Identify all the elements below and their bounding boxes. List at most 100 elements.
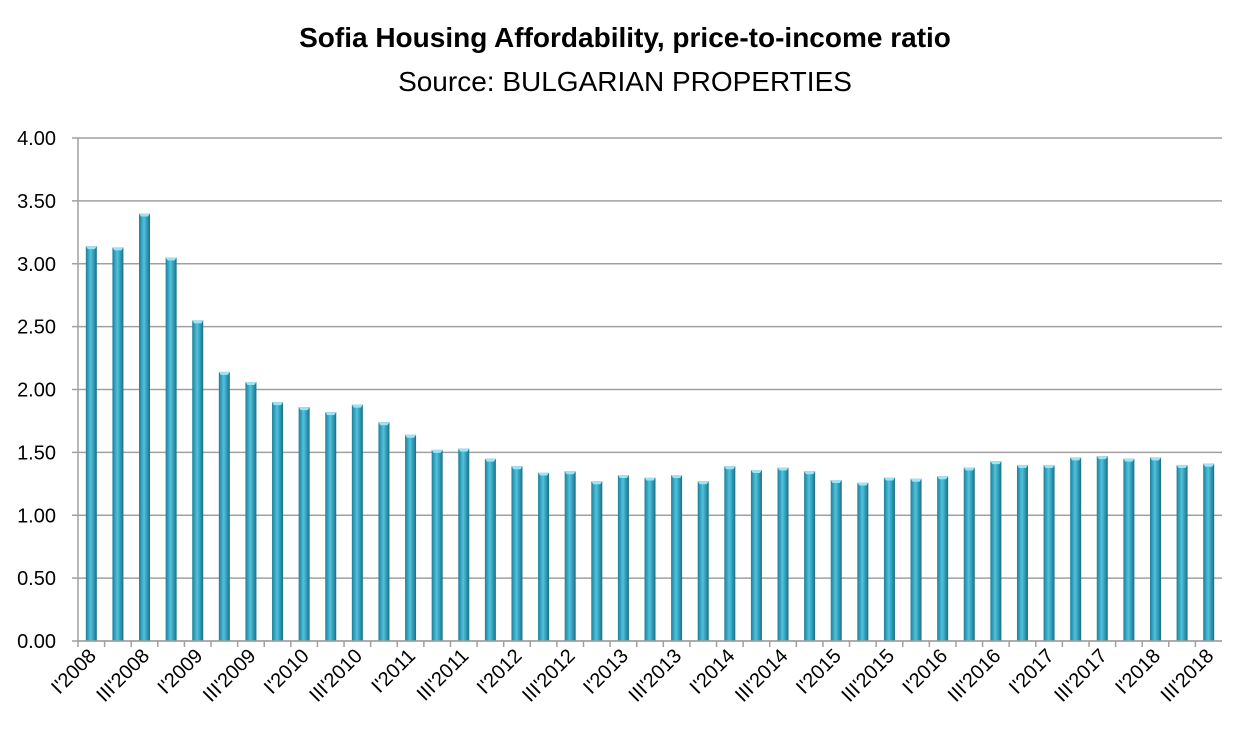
bar-top <box>617 475 629 479</box>
bar <box>192 320 204 641</box>
bar <box>378 422 390 641</box>
bar <box>591 481 603 641</box>
bar-top <box>990 461 1002 465</box>
bar <box>272 402 284 641</box>
bar-top <box>298 407 310 411</box>
bar-top <box>511 466 523 470</box>
bar-top <box>804 471 816 475</box>
bar <box>1070 457 1082 641</box>
bar-top <box>830 480 842 484</box>
bar <box>245 381 257 641</box>
bar <box>431 449 443 641</box>
bar <box>1149 457 1161 641</box>
x-tick-label: III'2013 <box>625 645 687 707</box>
bar-top <box>325 412 337 416</box>
bar-top <box>1123 458 1135 462</box>
bar-top <box>591 481 603 485</box>
bar <box>85 246 97 641</box>
bar-top <box>1016 464 1028 468</box>
y-tick-label: 3.00 <box>17 254 56 276</box>
bar <box>484 458 496 641</box>
bar <box>937 476 949 641</box>
bar <box>883 477 895 641</box>
bar-top <box>1096 456 1108 460</box>
bar <box>458 448 470 641</box>
bar-top <box>937 476 949 480</box>
x-tick-label: III'2012 <box>518 645 580 707</box>
bar <box>139 213 151 641</box>
bar-top <box>139 213 151 217</box>
bar-top <box>405 434 417 438</box>
bar-top <box>484 458 496 462</box>
bar <box>1096 456 1108 641</box>
x-tick-label: III'2011 <box>413 645 473 705</box>
y-tick-label: 0.00 <box>17 631 56 653</box>
bar-top <box>644 477 656 481</box>
bar <box>511 466 523 641</box>
bar <box>1203 463 1215 641</box>
bar <box>617 475 629 641</box>
bar-top <box>1070 457 1082 461</box>
bar-top <box>750 469 762 473</box>
y-tick-label: 4.00 <box>17 128 56 150</box>
bar-top <box>671 475 683 479</box>
bar-top <box>1149 457 1161 461</box>
bar-top <box>538 472 550 476</box>
bar-top <box>963 467 975 471</box>
bar-top <box>458 448 470 452</box>
bar <box>405 434 417 641</box>
y-tick-label: 2.00 <box>17 380 56 402</box>
bar-top <box>857 482 869 486</box>
bar <box>990 461 1002 641</box>
bar-top <box>777 467 789 471</box>
bar <box>830 480 842 641</box>
y-tick-label: 1.50 <box>17 442 56 464</box>
y-tick-label: 0.50 <box>17 568 56 590</box>
bar <box>1016 464 1028 641</box>
x-tick-label: III'2009 <box>199 645 261 707</box>
bar-top <box>378 422 390 426</box>
bar <box>1176 464 1188 641</box>
bar <box>777 467 789 641</box>
bar <box>963 467 975 641</box>
x-tick-label: III'2015 <box>837 645 899 707</box>
x-tick-label: III'2018 <box>1157 645 1219 707</box>
bar-top <box>351 404 363 408</box>
bar-top <box>245 381 257 385</box>
bar-top <box>697 481 709 485</box>
bar-top <box>112 247 124 251</box>
bar-top <box>564 471 576 475</box>
bar-top <box>165 257 177 261</box>
bar <box>910 478 922 641</box>
bar-top <box>192 320 204 324</box>
bar <box>697 481 709 641</box>
bar <box>644 477 656 641</box>
chart-title: Sofia Housing Affordability, price-to-in… <box>299 22 951 53</box>
x-tick-label: III'2016 <box>944 645 1006 707</box>
bar-top <box>272 402 284 406</box>
bar <box>351 404 363 641</box>
bar-top <box>1176 464 1188 468</box>
bar <box>1123 458 1135 641</box>
x-tick-label: III'2017 <box>1050 645 1112 707</box>
y-tick-label: 3.50 <box>17 191 56 213</box>
y-tick-label: 1.00 <box>17 505 56 527</box>
chart-subtitle: Source: BULGARIAN PROPERTIES <box>398 66 852 97</box>
bar <box>750 469 762 641</box>
bar <box>325 412 337 641</box>
bar-top <box>218 371 230 375</box>
bar <box>165 257 177 641</box>
x-tick-label: III'2008 <box>93 645 155 707</box>
bar-top <box>910 478 922 482</box>
bar-top <box>1203 463 1215 467</box>
x-tick-label: III'2014 <box>731 645 793 707</box>
bar-top <box>85 246 97 250</box>
bar <box>857 482 869 641</box>
bar <box>671 475 683 641</box>
bar <box>298 407 310 641</box>
bar <box>724 466 736 641</box>
bar <box>804 471 816 641</box>
bar <box>538 472 550 641</box>
